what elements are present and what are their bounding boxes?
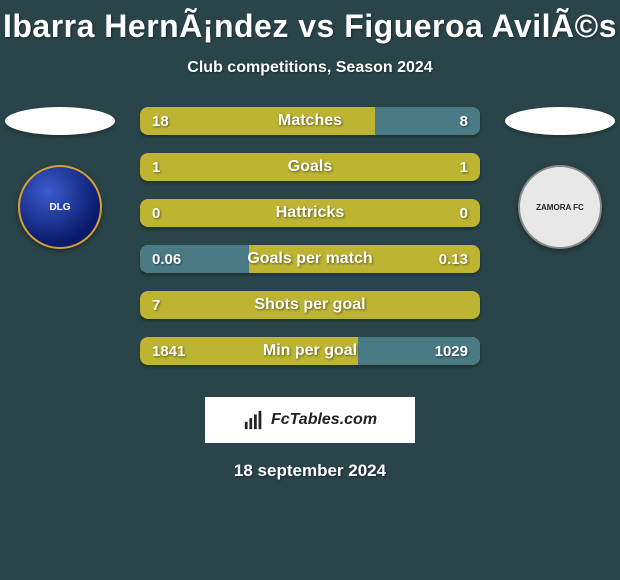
stat-row-value-right: 1 (460, 153, 468, 181)
page-subtitle: Club competitions, Season 2024 (0, 59, 620, 77)
club-badge-left-label: DLG (49, 202, 70, 213)
stat-row: Min per goal1841 1029 (140, 337, 480, 365)
stat-row-value-left: 18 (152, 107, 169, 135)
stat-row-value-left: 1841 (152, 337, 185, 365)
stat-row: Goals1 1 (140, 153, 480, 181)
chart-icon (243, 409, 265, 431)
club-badge-right-label: ZAMORA FC (536, 203, 584, 212)
stat-row-label: Goals (140, 153, 480, 181)
stat-row-label: Shots per goal (140, 291, 480, 319)
watermark-text: FcTables.com (271, 411, 377, 429)
stat-row: Goals per match0.06 0.13 (140, 245, 480, 273)
player-left-column: DLG (0, 107, 120, 249)
player-left-oval (5, 107, 115, 135)
stat-row: Hattricks0 0 (140, 199, 480, 227)
stat-row-value-right: 8 (460, 107, 468, 135)
date-text: 18 september 2024 (0, 461, 620, 481)
stat-row-label: Min per goal (140, 337, 480, 365)
stat-row-value-left: 0 (152, 199, 160, 227)
stat-row-value-left: 1 (152, 153, 160, 181)
stat-rows: Matches18 8 Goals1 1 Hattricks0 0 Goals per ma… (140, 107, 480, 365)
club-badge-left: DLG (18, 165, 102, 249)
watermark: FcTables.com (205, 397, 415, 443)
club-badge-right: ZAMORA FC (518, 165, 602, 249)
player-right-column: ZAMORA FC (500, 107, 620, 249)
stat-row-value-right: 0 (460, 199, 468, 227)
player-right-oval (505, 107, 615, 135)
stat-row: Matches18 8 (140, 107, 480, 135)
stat-row-value-left: 0.06 (152, 245, 181, 273)
stat-row-value-right: 0.13 (439, 245, 468, 273)
stat-row-value-left: 7 (152, 291, 160, 319)
stat-row-label: Matches (140, 107, 480, 135)
stat-row: Shots per goal7 (140, 291, 480, 319)
stat-row-label: Goals per match (140, 245, 480, 273)
page-title: Ibarra HernÃ¡ndez vs Figueroa AvilÃ©s (0, 0, 620, 45)
stat-row-label: Hattricks (140, 199, 480, 227)
stat-row-value-right: 1029 (435, 337, 468, 365)
comparison-panel: DLG ZAMORA FC Matches18 8 Goals1 1 Hattricks… (0, 107, 620, 387)
